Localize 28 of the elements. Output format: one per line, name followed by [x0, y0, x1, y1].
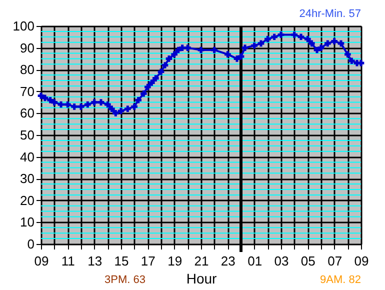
y-tick-label: 100: [12, 18, 34, 34]
x-tick-label: 03: [274, 254, 289, 268]
y-tick-label: 50: [20, 128, 34, 142]
y-tick-label: 10: [20, 214, 34, 230]
y-tick-label: 20: [20, 192, 34, 208]
x-tick-label: 05: [300, 254, 316, 268]
x-tick-label: 07: [328, 254, 342, 268]
x-tick-label: 19: [168, 254, 182, 268]
y-tick-label: 0: [27, 236, 34, 252]
x-tick-label: 09: [34, 254, 49, 268]
y-tick-label: 70: [20, 84, 34, 99]
y-tick-label: 30: [20, 171, 34, 186]
text: 9AM. 82: [320, 274, 361, 286]
x-tick-label: 13: [88, 254, 102, 268]
x-axis-title: Hour: [186, 270, 218, 286]
text: 3PM. 63: [104, 274, 146, 286]
x-tick-label: 21: [194, 254, 209, 268]
y-tick-label: 80: [20, 62, 34, 78]
x-tick-label: 17: [140, 254, 156, 268]
x-tick-label: 01: [248, 254, 262, 268]
y-tick-label: 60: [20, 106, 34, 121]
text: 24hr-Min. 57: [299, 8, 361, 20]
x-tick-label: 09: [354, 254, 369, 268]
x-tick-label: 23: [220, 254, 236, 268]
y-tick-label: 90: [20, 40, 34, 56]
x-tick-label: 15: [114, 254, 129, 268]
x-tick-label: 11: [61, 254, 75, 268]
y-tick-label: 40: [20, 149, 34, 164]
